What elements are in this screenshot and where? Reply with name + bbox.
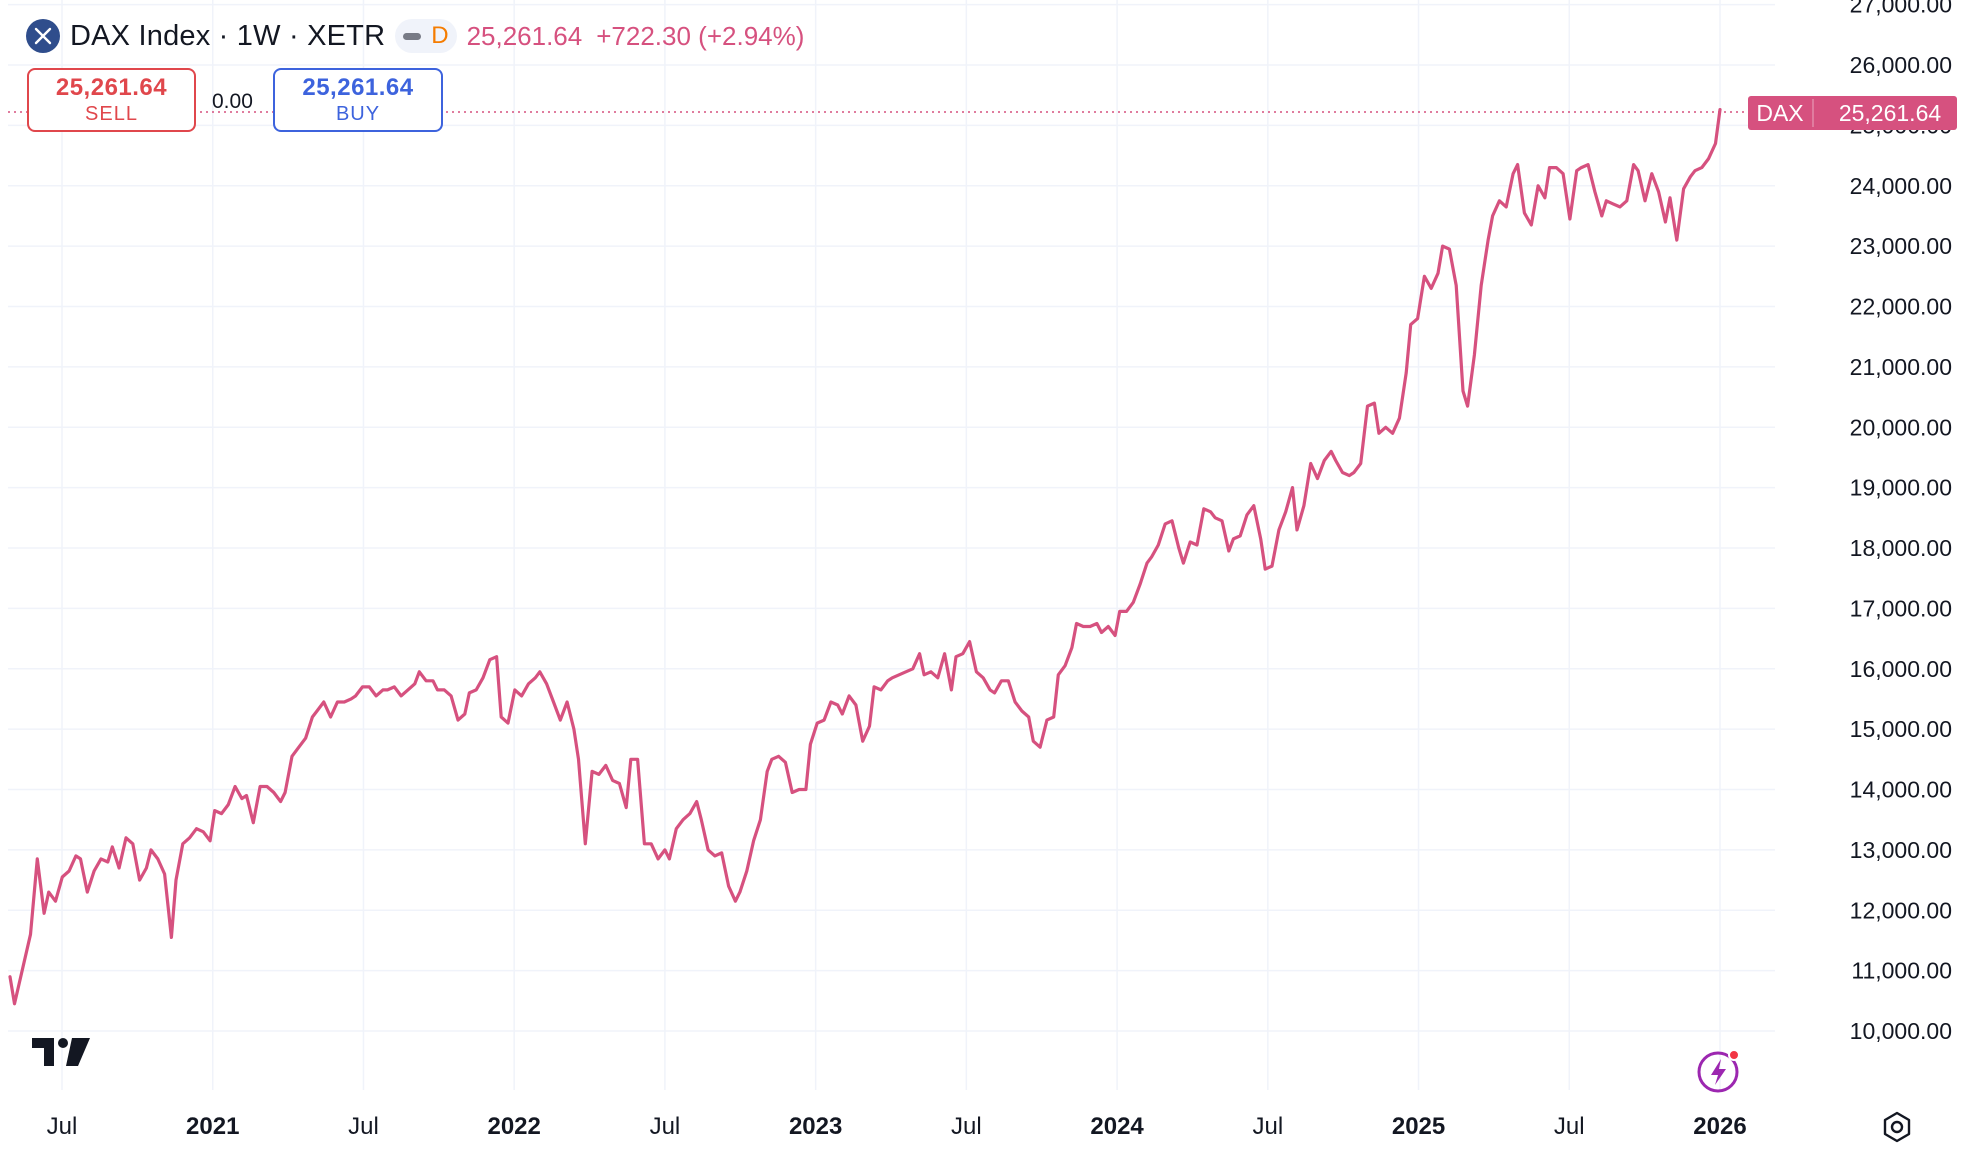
vertical-grid — [61, 0, 1721, 1090]
y-tick-label: 10,000.00 — [1850, 1018, 1952, 1044]
x-tick-label: 2023 — [789, 1113, 842, 1140]
y-tick-label: 15,000.00 — [1850, 716, 1952, 742]
y-tick-label: 20,000.00 — [1850, 414, 1952, 440]
x-tick-label: 2024 — [1090, 1113, 1144, 1140]
x-tick-label: Jul — [47, 1113, 78, 1140]
tradingview-logo-icon[interactable] — [32, 1036, 96, 1068]
x-tick-label: 2025 — [1392, 1113, 1445, 1140]
x-tick-label: 2026 — [1693, 1113, 1746, 1140]
x-tick-label: Jul — [1252, 1113, 1283, 1140]
buy-price: 25,261.64 — [302, 74, 414, 101]
market-status-pill[interactable]: D — [395, 19, 457, 53]
x-tick-label: 2021 — [186, 1113, 239, 1140]
symbol-legend: DAX Index · 1W · XETR D 25,261.64 +722.3… — [26, 16, 804, 56]
y-tick-label: 13,000.00 — [1850, 837, 1952, 863]
x-tick-label: Jul — [951, 1113, 982, 1140]
x-tick-label: Jul — [650, 1113, 681, 1140]
y-tick-label: 16,000.00 — [1850, 656, 1952, 682]
price-axis[interactable]: 10,000.00 11,000.00 12,000.00 13,000.00 14,0… — [1850, 0, 1952, 1044]
market-status-label: D — [431, 22, 449, 49]
market-status-icon — [403, 32, 422, 40]
x-tick-label: 2022 — [487, 1113, 540, 1140]
lightning-icon[interactable] — [1696, 1048, 1742, 1094]
price-series-line[interactable] — [8, 108, 1722, 1006]
price-axis-label-value: 25,261.64 — [1839, 100, 1942, 126]
gear-icon[interactable] — [1880, 1110, 1914, 1144]
x-tick-label: Jul — [348, 1113, 379, 1140]
horizontal-grid — [8, 3, 1775, 1032]
y-tick-label: 14,000.00 — [1850, 777, 1952, 803]
buy-button[interactable]: 25,261.64 BUY — [273, 68, 443, 132]
buy-label: BUY — [335, 103, 381, 125]
sell-label: SELL — [85, 103, 138, 125]
last-price: 25,261.64 — [466, 20, 583, 51]
price-axis-label: DAX 25,261.64 — [1748, 96, 1957, 130]
x-logo-icon[interactable] — [26, 19, 60, 53]
sell-price: 25,261.64 — [55, 74, 168, 101]
y-tick-label: 22,000.00 — [1850, 294, 1952, 320]
y-tick-label: 11,000.00 — [1851, 958, 1952, 984]
time-axis[interactable]: Jul 2021 Jul 2022 Jul 2023 Jul 2024 Jul 2025 Jul 20… — [47, 1113, 1747, 1140]
x-tick-label: Jul — [1554, 1113, 1585, 1140]
y-tick-label: 18,000.00 — [1850, 535, 1952, 561]
y-tick-label: 27,000.00 — [1850, 0, 1952, 18]
y-tick-label: 23,000.00 — [1850, 233, 1952, 259]
y-tick-label: 12,000.00 — [1850, 897, 1952, 923]
price-axis-label-bg — [1748, 96, 1957, 130]
y-tick-label: 19,000.00 — [1850, 475, 1952, 501]
price-change: +722.30 (+2.94%) — [596, 20, 805, 51]
sell-button[interactable]: 25,261.64 SELL — [27, 68, 196, 132]
y-tick-label: 26,000.00 — [1850, 52, 1952, 78]
spread-value: 0.00 — [212, 90, 253, 113]
y-tick-label: 17,000.00 — [1850, 595, 1952, 621]
price-axis-label-symbol: DAX — [1756, 100, 1803, 126]
y-tick-label: 21,000.00 — [1850, 354, 1952, 380]
symbol-title[interactable]: DAX Index · 1W · XETR — [70, 19, 386, 52]
y-tick-label: 24,000.00 — [1850, 173, 1952, 199]
